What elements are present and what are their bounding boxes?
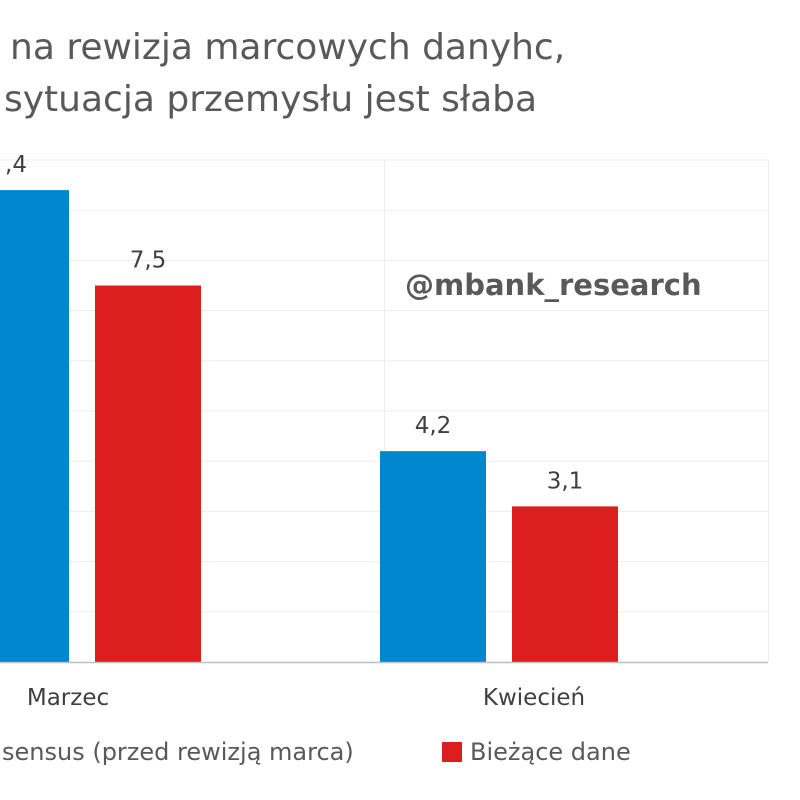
legend: sensus (przed rewizją marca) Bieżące dan… <box>0 738 800 778</box>
watermark: @mbank_research <box>405 268 702 302</box>
legend-item-current: Bieżące dane <box>442 738 631 766</box>
chart-title-line-1: na rewizja marcowych danyhc, <box>10 27 566 68</box>
x-tick-label: Kwiecień <box>483 685 585 711</box>
data-label-consensus-0: ,4 <box>5 152 27 178</box>
legend-label-consensus: sensus (przed rewizją marca) <box>2 738 354 766</box>
bar-current-1 <box>512 506 618 662</box>
bar-consensus-0 <box>0 190 69 662</box>
bar-current-0 <box>95 285 201 662</box>
legend-swatch-current <box>442 742 462 762</box>
data-label-current-1: 3,1 <box>547 468 584 494</box>
legend-item-consensus: sensus (przed rewizją marca) <box>2 738 354 766</box>
data-label-consensus-1: 4,2 <box>415 413 452 439</box>
x-tick-label: Marzec <box>27 685 109 711</box>
legend-label-current: Bieżące dane <box>470 738 631 766</box>
data-label-current-0: 7,5 <box>130 248 167 274</box>
chart-title-line-2: sytuacja przemysłu jest słaba <box>4 79 538 120</box>
bar-consensus-1 <box>380 451 486 662</box>
